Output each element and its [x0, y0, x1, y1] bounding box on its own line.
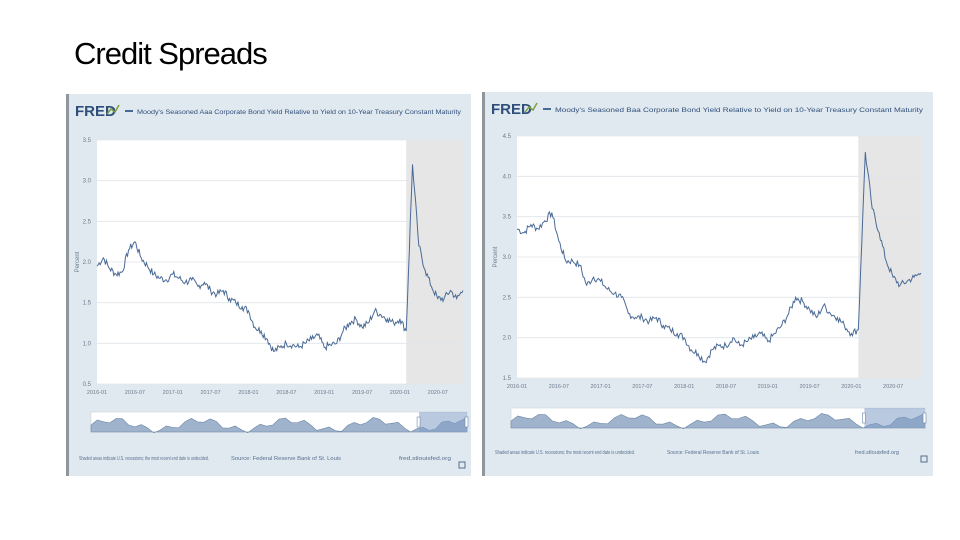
y-tick-label: 3.5: [83, 138, 92, 144]
y-tick-label: 1.5: [83, 301, 92, 307]
y-tick-label: 4.5: [503, 134, 512, 140]
x-tick-label: 2017-07: [200, 390, 220, 396]
footer-source: Source: Federal Reserve Bank of St. Loui…: [231, 456, 341, 462]
series-line: [96, 164, 464, 353]
x-tick-label: 2019-07: [799, 384, 819, 390]
navigator-handle-left[interactable]: [416, 416, 421, 428]
footer-link[interactable]: fred.stlouisfed.org: [399, 456, 451, 462]
y-axis-label: Percent: [493, 246, 499, 267]
x-tick-label: 2018-07: [276, 390, 296, 396]
footer-recession-note: Shaded areas indicate U.S. recessions; t…: [495, 450, 635, 456]
y-tick-label: 3.0: [503, 255, 512, 261]
x-tick-label: 2019-07: [352, 390, 372, 396]
x-tick-label: 2019-01: [314, 390, 334, 396]
x-tick-label: 2020-07: [883, 384, 903, 390]
navigator-handle-right[interactable]: [464, 416, 469, 428]
navigator-selection: [864, 408, 925, 428]
footer-link[interactable]: fred.stlouisfed.org: [855, 450, 899, 456]
chart-panel-baa: FRED Moody's Seasoned Baa Corporate Bond …: [482, 92, 933, 476]
fred-logo: FRED: [491, 101, 532, 118]
x-tick-label: 2017-07: [632, 384, 652, 390]
y-tick-label: 2.5: [83, 219, 92, 225]
x-tick-label: 2020-01: [390, 390, 410, 396]
y-tick-label: 2.5: [503, 295, 512, 301]
y-tick-label: 1.5: [503, 376, 512, 382]
fullscreen-icon[interactable]: [458, 461, 466, 469]
x-tick-label: 2016-07: [549, 384, 569, 390]
footer-source: Source: Federal Reserve Bank of St. Loui…: [667, 450, 759, 456]
y-tick-label: 1.0: [83, 341, 92, 347]
x-tick-label: 2018-01: [674, 384, 694, 390]
y-tick-label: 4.0: [503, 174, 512, 180]
slide-title: Credit Spreads: [74, 36, 268, 71]
x-tick-label: 2017-01: [163, 390, 183, 396]
chart-baa-svg: FRED Moody's Seasoned Baa Corporate Bond …: [491, 101, 928, 463]
navigator-series: [90, 416, 468, 434]
fred-logo-graph-icon: [524, 102, 538, 113]
y-tick-label: 0.5: [83, 382, 92, 388]
y-tick-label: 2.0: [503, 336, 512, 342]
navigator-selection: [419, 412, 467, 432]
x-tick-label: 2018-07: [716, 384, 736, 390]
x-tick-label: 2016-01: [507, 384, 527, 390]
y-tick-label: 2.0: [83, 260, 92, 266]
y-tick-label: 3.5: [503, 215, 512, 221]
navigator-handle-right[interactable]: [922, 412, 927, 424]
x-tick-label: 2019-01: [758, 384, 778, 390]
fullscreen-icon[interactable]: [920, 455, 928, 463]
fred-logo-graph-icon: [106, 104, 120, 115]
x-tick-label: 2020-01: [841, 384, 861, 390]
chart-panel-aaa: FRED Moody's Seasoned Aaa Corporate Bond …: [66, 94, 471, 476]
navigator-handle-left[interactable]: [862, 412, 866, 424]
series-line: [516, 152, 922, 364]
x-tick-label: 2016-07: [125, 390, 145, 396]
y-axis-label: Percent: [75, 251, 81, 272]
chart-aaa-svg: FRED Moody's Seasoned Aaa Corporate Bond …: [75, 103, 469, 469]
series-title: Moody's Seasoned Aaa Corporate Bond Yiel…: [137, 109, 462, 116]
x-tick-label: 2017-01: [590, 384, 610, 390]
y-tick-label: 3.0: [83, 179, 92, 185]
x-tick-label: 2020-07: [428, 390, 448, 396]
footer-recession-note: Shaded areas indicate U.S. recessions; t…: [79, 456, 209, 462]
x-tick-label: 2016-01: [87, 390, 107, 396]
x-tick-label: 2018-01: [238, 390, 258, 396]
series-title: Moody's Seasoned Baa Corporate Bond Yiel…: [555, 107, 924, 114]
fred-logo: FRED: [75, 103, 116, 120]
